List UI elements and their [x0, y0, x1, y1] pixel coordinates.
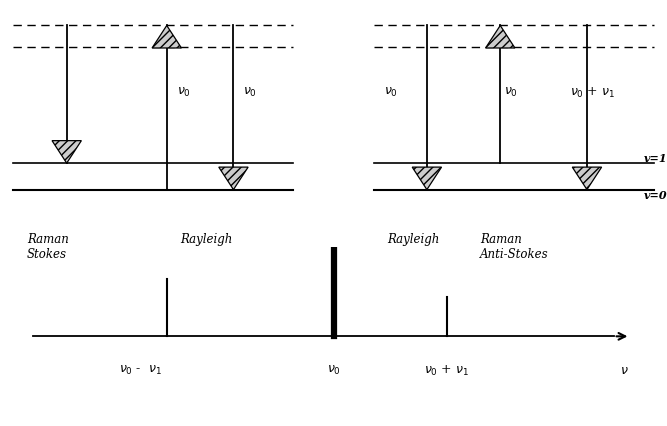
Polygon shape	[219, 168, 248, 190]
Polygon shape	[412, 168, 442, 190]
Text: $\nu_0$ -  $\nu_1$: $\nu_0$ - $\nu_1$	[119, 363, 161, 377]
Text: Rayleigh: Rayleigh	[180, 233, 233, 245]
Text: v=0: v=0	[644, 190, 667, 201]
Text: $\nu_0$: $\nu_0$	[177, 86, 191, 99]
Text: $\nu_0$: $\nu_0$	[384, 86, 398, 99]
Text: $\nu_0$: $\nu_0$	[243, 86, 257, 99]
Polygon shape	[486, 26, 515, 49]
Text: Rayleigh: Rayleigh	[387, 233, 440, 245]
Text: Raman
Anti-Stokes: Raman Anti-Stokes	[480, 233, 549, 260]
Polygon shape	[152, 26, 181, 49]
Polygon shape	[572, 168, 602, 190]
Text: $\nu_0$: $\nu_0$	[327, 363, 340, 377]
Polygon shape	[52, 141, 81, 164]
Text: $\nu_0$ + $\nu_1$: $\nu_0$ + $\nu_1$	[570, 85, 616, 100]
Text: $\nu$: $\nu$	[620, 363, 629, 376]
Text: v=1: v=1	[644, 153, 667, 164]
Text: Raman
Stokes: Raman Stokes	[27, 233, 69, 260]
Text: $\nu_0$: $\nu_0$	[504, 86, 518, 99]
Text: $\nu_0$ + $\nu_1$: $\nu_0$ + $\nu_1$	[424, 363, 470, 377]
